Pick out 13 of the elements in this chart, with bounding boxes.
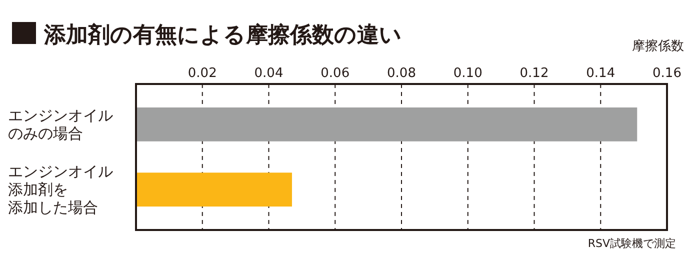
y-tick-label: エンジンオイルのみの場合 [8,106,113,142]
chart-title: 添加剤の有無による摩擦係数の違い [43,22,402,48]
y-tick-label: エンジンオイル添加剤を添加した場合 [8,162,113,217]
x-tick-label: 0.14 [586,66,616,81]
x-axis-title: 摩擦係数 [632,39,684,54]
text: RSV試験機で測定 [588,237,676,250]
x-tick-label: 0.10 [453,66,482,81]
x-tick-label: 0.06 [320,66,350,81]
x-tick-label: 0.12 [520,66,549,81]
x-tick-label: 0.08 [387,66,416,81]
x-tick-label: 0.04 [254,66,284,81]
x-tick-label: 0.16 [652,66,682,81]
x-tick-label: 0.02 [188,66,217,81]
